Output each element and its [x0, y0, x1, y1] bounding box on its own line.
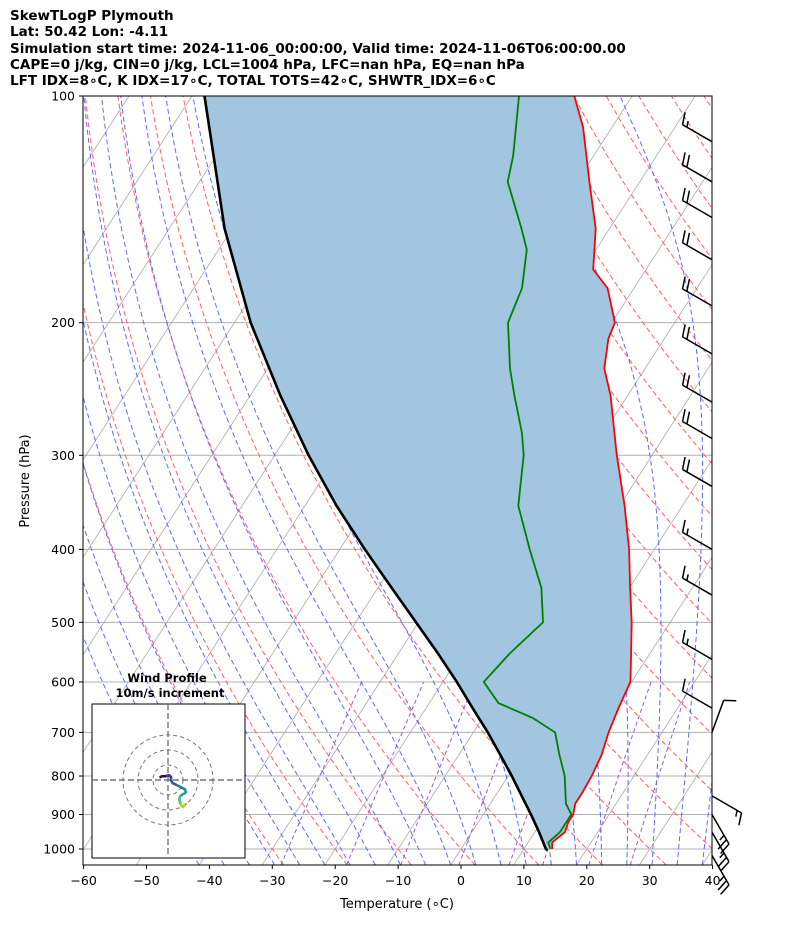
- y-tick-label: 500: [51, 615, 75, 630]
- wind-barb: [681, 565, 713, 596]
- dry-adiabat-line: [737, 96, 794, 865]
- moist-adiabat-line: [728, 96, 794, 865]
- cin-shaded-area: [204, 96, 632, 851]
- y-axis-label: Pressure (hPa): [18, 434, 33, 527]
- cape-cin-shading: [204, 96, 632, 851]
- y-tick-label: 200: [51, 315, 75, 330]
- wind-barb: [711, 795, 743, 826]
- dry-adiabat-line: [83, 301, 348, 865]
- title-line-indices-2: LFT IDX=8∘C, K IDX=17∘C, TOTAL TOTS=42∘C…: [10, 73, 496, 90]
- y-tick-label: 400: [51, 542, 75, 557]
- isotherm-line: [576, 654, 712, 865]
- title-line-times: Simulation start time: 2024-11-06_00:00:…: [10, 40, 626, 57]
- wind-barb: [681, 519, 713, 551]
- x-tick-label: 10: [516, 873, 532, 888]
- isotherm-line: [701, 849, 712, 865]
- y-tick-label: 900: [51, 807, 75, 822]
- isotherm-line: [83, 96, 193, 266]
- isotherm-line: [765, 96, 794, 865]
- hodograph-segment: [159, 774, 164, 779]
- moist-adiabat-line: [513, 96, 662, 865]
- x-tick-label: −50: [133, 873, 159, 888]
- wind-barb: [681, 187, 713, 219]
- x-tick-label: −20: [322, 873, 348, 888]
- plot-frame: [82, 95, 713, 866]
- wind-barb: [711, 831, 730, 872]
- moist-adiabat-line: [101, 96, 401, 865]
- wind-barb: [711, 699, 737, 733]
- dry-adiabat-line: [508, 96, 712, 413]
- moist-adiabat-line: [83, 394, 301, 865]
- x-tick-label: 20: [579, 873, 595, 888]
- isotherm-line: [0, 96, 3, 865]
- moist-adiabat-line: [83, 317, 326, 865]
- moist-adiabat-line: [165, 96, 477, 865]
- y-tick-label: 600: [51, 674, 75, 689]
- moist-adiabat-line: [83, 523, 250, 865]
- y-tick-label: 300: [51, 448, 75, 463]
- hodograph-title: Wind Profile: [127, 671, 207, 685]
- parcel-profile-line: [203, 96, 549, 852]
- y-tick-label: 700: [51, 725, 75, 740]
- profile-lines: [203, 96, 633, 852]
- dry-adiabat-line: [443, 96, 712, 518]
- dry-adiabat-line: [670, 96, 712, 160]
- title-line-station: SkewTLogP Plymouth: [10, 8, 174, 24]
- wind-barb: [711, 814, 730, 854]
- dry-adiabat-line: [83, 461, 284, 865]
- moist-adiabat-line: [83, 96, 376, 865]
- x-tick-label: −40: [196, 873, 222, 888]
- moist-adiabat-line: [701, 778, 712, 865]
- mixing-ratio-line: [280, 681, 363, 865]
- y-tick-label: 800: [51, 769, 75, 784]
- moist-adiabat-line: [619, 96, 704, 865]
- x-tick-label: −60: [70, 873, 96, 888]
- x-axis-label: Temperature (∘C): [339, 897, 454, 912]
- dry-adiabat-line: [638, 96, 712, 210]
- title-line-indices-1: CAPE=0 j/kg, CIN=0 j/kg, LCL=1004 hPa, L…: [10, 56, 525, 73]
- x-tick-label: 30: [642, 873, 658, 888]
- wind-barb: [681, 324, 713, 355]
- wind-barb: [681, 629, 713, 661]
- dry-adiabat-line: [475, 96, 712, 465]
- x-tick-label: 40: [705, 873, 721, 888]
- wind-barb: [681, 408, 713, 440]
- y-tick-label: 100: [51, 89, 75, 104]
- wind-barb: [681, 112, 713, 143]
- mixing-ratio-line: [400, 681, 476, 865]
- title-line-location: Lat: 50.42 Lon: -4.11: [10, 24, 169, 41]
- isotherm-line: [83, 96, 256, 364]
- wind-barb: [681, 372, 713, 403]
- x-tick-label: 0: [457, 873, 465, 888]
- wind-barbs: [681, 112, 743, 895]
- wind-barb: [681, 152, 713, 183]
- hodograph-plot-area: [92, 704, 245, 858]
- wind-barb: [681, 276, 713, 307]
- hodograph-inset: Wind Profile 10m/s increment: [91, 671, 246, 859]
- wind-barb: [681, 230, 713, 261]
- isotherm-line: [387, 361, 712, 865]
- x-tick-label: −30: [259, 873, 285, 888]
- dry-adiabat-line: [703, 96, 712, 110]
- axes: −60 −50 −40 −30 −20 −10 0 10 20 30 40 100 200 300 400 5…: [43, 89, 720, 889]
- moist-adiabat-line: [83, 461, 276, 865]
- isotherm-line: [0, 96, 66, 865]
- y-tick-label: 1000: [43, 842, 75, 857]
- wind-barb: [681, 456, 713, 488]
- dewpoint-line: [482, 96, 573, 850]
- isotherm-line: [639, 751, 712, 865]
- hodograph-subtitle: 10m/s increment: [116, 686, 225, 700]
- chart-title-block: SkewTLogP Plymouth Lat: 50.42 Lon: -4.11…: [10, 8, 626, 89]
- x-tick-label: −10: [385, 873, 411, 888]
- temperature-line: [551, 96, 633, 850]
- moist-adiabat-line: [141, 96, 452, 865]
- dry-adiabat-line: [769, 96, 794, 865]
- mixing-ratio-line: [346, 681, 425, 865]
- moist-adiabat-line: [120, 96, 426, 865]
- wind-barb: [681, 678, 713, 709]
- moist-adiabat-line: [83, 223, 351, 865]
